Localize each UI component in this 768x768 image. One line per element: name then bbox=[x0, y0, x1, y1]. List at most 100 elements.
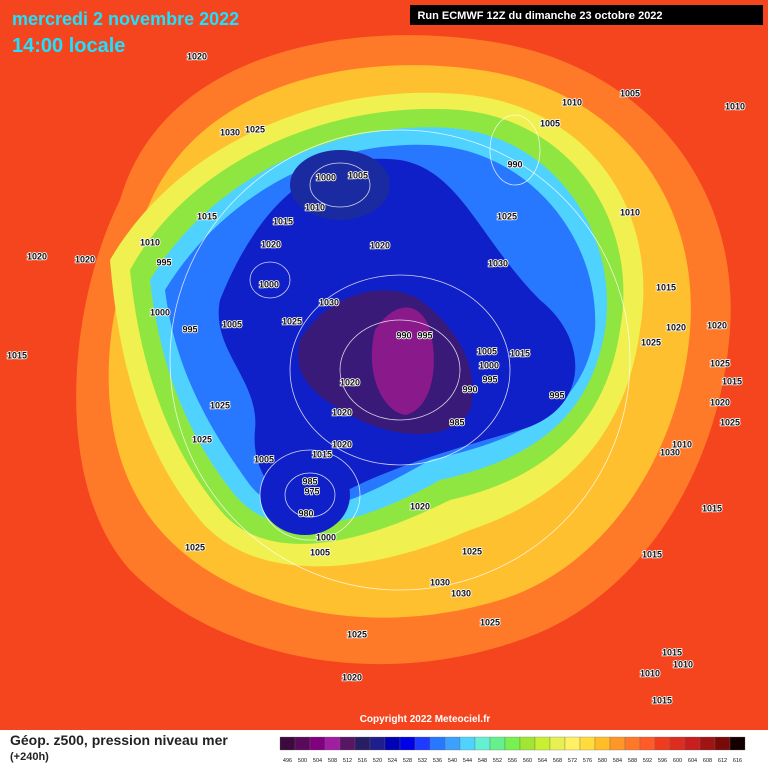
legend-swatch bbox=[414, 736, 431, 751]
legend-level: 584 bbox=[613, 758, 622, 764]
run-info: Run ECMWF 12Z du dimanche 23 octobre 202… bbox=[417, 10, 662, 22]
run-box bbox=[410, 5, 763, 25]
isobar-label: 1025 bbox=[497, 211, 517, 221]
isobar-label: 1025 bbox=[641, 337, 661, 347]
isobar-lines bbox=[169, 114, 631, 591]
legend-level: 592 bbox=[643, 758, 652, 764]
isobar-label: 995 bbox=[549, 390, 564, 400]
legend-swatch bbox=[279, 736, 296, 751]
legend-swatch bbox=[549, 736, 566, 751]
legend-level: 540 bbox=[448, 758, 457, 764]
isobar-label: 1030 bbox=[319, 297, 339, 307]
legend-swatch bbox=[504, 736, 521, 751]
legend-lead: (+240h) bbox=[10, 751, 49, 763]
legend-level: 500 bbox=[298, 758, 307, 764]
isobar-label: 1020 bbox=[187, 51, 207, 61]
isobar-label: 995 bbox=[156, 257, 171, 267]
legend-swatch bbox=[579, 736, 596, 751]
isobar-label: 1015 bbox=[510, 348, 530, 358]
isobar-label: 1005 bbox=[348, 170, 368, 180]
isobar-label: 1005 bbox=[222, 319, 242, 329]
legend-swatch bbox=[399, 736, 416, 751]
isobar-label: 1010 bbox=[672, 439, 692, 449]
legend-swatch bbox=[309, 736, 326, 751]
legend-swatch bbox=[684, 736, 701, 751]
isobar-label: 1025 bbox=[347, 629, 367, 639]
isobar-label: 1010 bbox=[673, 659, 693, 669]
legend-swatch bbox=[714, 736, 731, 751]
legend-swatch bbox=[729, 736, 746, 751]
isobar-label: 1015 bbox=[652, 695, 672, 705]
legend-level: 532 bbox=[418, 758, 427, 764]
isobar-label: 1025 bbox=[720, 417, 740, 427]
legend-swatch bbox=[429, 736, 446, 751]
legend-level: 596 bbox=[658, 758, 667, 764]
legend-swatch bbox=[339, 736, 356, 751]
isobar-label: 1010 bbox=[620, 207, 640, 217]
legend-level: 608 bbox=[703, 758, 712, 764]
time: 14:00 locale bbox=[12, 35, 125, 57]
isobar-label: 1020 bbox=[27, 251, 47, 261]
isobar-label: 1030 bbox=[220, 127, 240, 137]
isobar-label: 1010 bbox=[562, 97, 582, 107]
isobar-label: 1020 bbox=[342, 672, 362, 682]
isobar-label: 1020 bbox=[261, 239, 281, 249]
legend-swatch bbox=[489, 736, 506, 751]
isobar-label: 1030 bbox=[451, 588, 471, 598]
isobar-label: 1030 bbox=[488, 258, 508, 268]
isobar-label: 1000 bbox=[479, 360, 499, 370]
legend-level: 572 bbox=[568, 758, 577, 764]
field-purple bbox=[371, 307, 434, 415]
isobar-label: 1005 bbox=[477, 346, 497, 356]
legend-swatch bbox=[624, 736, 641, 751]
isobar-label: 995 bbox=[182, 324, 197, 334]
isobar-label: 1000 bbox=[316, 532, 336, 542]
isobar-label: 990 bbox=[507, 159, 522, 169]
isobar-label: 1005 bbox=[540, 118, 560, 128]
isobar-label: 1020 bbox=[332, 407, 352, 417]
legend-swatch bbox=[654, 736, 671, 751]
legend-swatch bbox=[534, 736, 551, 751]
isobar-label: 1025 bbox=[192, 434, 212, 444]
legend-swatch bbox=[594, 736, 611, 751]
isobar-label: 1010 bbox=[725, 101, 745, 111]
isobar-label: 1020 bbox=[340, 377, 360, 387]
legend-swatch bbox=[609, 736, 626, 751]
isobar-label: 1020 bbox=[332, 439, 352, 449]
isobar-label: 1025 bbox=[282, 316, 302, 326]
isobar-label: 1020 bbox=[75, 254, 95, 264]
legend-swatch bbox=[519, 736, 536, 751]
legend-level: 512 bbox=[343, 758, 352, 764]
isobar-label: 990 bbox=[462, 384, 477, 394]
legend-level: 560 bbox=[523, 758, 532, 764]
legend-level: 616 bbox=[733, 758, 742, 764]
legend-level: 580 bbox=[598, 758, 607, 764]
isobar-label: 1025 bbox=[185, 542, 205, 552]
isobar-label: 1025 bbox=[480, 617, 500, 627]
isobar-label: 1010 bbox=[305, 202, 325, 212]
low-blue bbox=[260, 455, 350, 535]
isobar-label: 1015 bbox=[662, 647, 682, 657]
isobar-label: 985 bbox=[302, 476, 317, 486]
legend-swatch bbox=[699, 736, 716, 751]
legend-level: 612 bbox=[718, 758, 727, 764]
legend-level: 588 bbox=[628, 758, 637, 764]
isobar-label: 990 bbox=[396, 330, 411, 340]
legend-swatch bbox=[444, 736, 461, 751]
legend-swatch bbox=[294, 736, 311, 751]
legend-level: 516 bbox=[358, 758, 367, 764]
isobar-label: 1020 bbox=[410, 501, 430, 511]
isobar-label: 980 bbox=[298, 508, 313, 518]
isobar-label: 1030 bbox=[430, 577, 450, 587]
isobar-label: 1015 bbox=[273, 216, 293, 226]
isobar-label: 1025 bbox=[210, 400, 230, 410]
legend-level: 600 bbox=[673, 758, 682, 764]
legend-level: 568 bbox=[553, 758, 562, 764]
legend-level: 524 bbox=[388, 758, 397, 764]
isobar-label: 1025 bbox=[245, 124, 265, 134]
legend-swatch bbox=[324, 736, 341, 751]
legend-level: 504 bbox=[313, 758, 322, 764]
copyright: Copyright 2022 Meteociel.fr bbox=[360, 714, 491, 725]
isobar-label: 985 bbox=[449, 417, 464, 427]
